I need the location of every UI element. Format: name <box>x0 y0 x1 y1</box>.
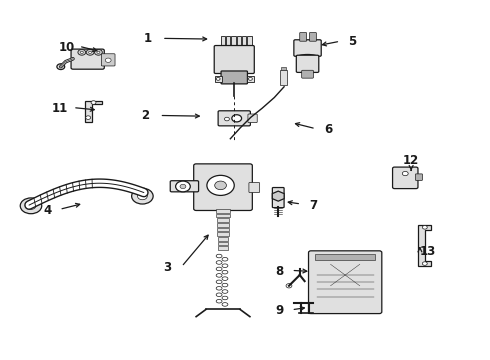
Circle shape <box>95 49 102 55</box>
Bar <box>217 219 229 222</box>
Ellipse shape <box>297 54 318 59</box>
Text: 2: 2 <box>141 109 149 122</box>
Bar <box>218 232 229 236</box>
FancyBboxPatch shape <box>272 188 284 208</box>
Text: 4: 4 <box>43 204 51 217</box>
Bar <box>217 223 229 226</box>
Circle shape <box>57 64 65 69</box>
Bar <box>218 246 228 250</box>
Circle shape <box>248 77 252 80</box>
FancyBboxPatch shape <box>300 33 307 41</box>
FancyBboxPatch shape <box>101 54 115 66</box>
Bar <box>281 67 286 70</box>
Circle shape <box>97 51 100 53</box>
Bar <box>215 76 221 82</box>
Text: 13: 13 <box>420 245 437 258</box>
Circle shape <box>224 117 229 121</box>
Bar <box>217 214 230 217</box>
Circle shape <box>86 49 94 55</box>
FancyBboxPatch shape <box>294 40 321 56</box>
Text: 3: 3 <box>163 261 171 274</box>
Bar <box>226 36 230 47</box>
FancyBboxPatch shape <box>310 33 317 41</box>
FancyBboxPatch shape <box>309 251 382 314</box>
Circle shape <box>402 171 408 176</box>
FancyBboxPatch shape <box>248 114 257 123</box>
FancyBboxPatch shape <box>302 70 314 78</box>
Text: 5: 5 <box>348 35 357 49</box>
Circle shape <box>80 51 83 53</box>
Polygon shape <box>418 225 431 266</box>
Bar <box>280 70 287 85</box>
Circle shape <box>132 188 153 204</box>
Text: 7: 7 <box>309 199 318 212</box>
FancyBboxPatch shape <box>221 71 247 84</box>
Bar <box>247 36 252 47</box>
Bar <box>220 36 225 47</box>
Circle shape <box>78 49 86 55</box>
FancyBboxPatch shape <box>249 183 260 193</box>
Circle shape <box>422 262 427 265</box>
Circle shape <box>207 175 234 195</box>
Circle shape <box>138 193 147 200</box>
Bar <box>315 255 375 260</box>
Bar <box>218 237 228 240</box>
Bar <box>237 36 241 47</box>
FancyBboxPatch shape <box>416 174 422 180</box>
Circle shape <box>91 101 96 104</box>
Circle shape <box>26 202 36 210</box>
Text: 8: 8 <box>275 265 283 278</box>
Circle shape <box>175 181 190 192</box>
FancyBboxPatch shape <box>214 45 254 73</box>
Circle shape <box>215 181 226 190</box>
Bar <box>231 36 236 47</box>
Bar <box>217 228 229 231</box>
Circle shape <box>105 58 111 62</box>
Text: 12: 12 <box>403 154 419 167</box>
Circle shape <box>422 226 427 229</box>
Text: 10: 10 <box>58 41 75 54</box>
Circle shape <box>286 284 292 288</box>
Bar <box>218 242 228 245</box>
Text: 1: 1 <box>143 32 151 45</box>
FancyBboxPatch shape <box>392 167 418 189</box>
Text: 11: 11 <box>51 102 68 115</box>
Polygon shape <box>85 101 102 122</box>
FancyBboxPatch shape <box>194 164 252 211</box>
Text: 6: 6 <box>324 123 332 136</box>
Circle shape <box>232 115 242 122</box>
Circle shape <box>86 116 91 120</box>
FancyBboxPatch shape <box>218 111 250 126</box>
Circle shape <box>20 198 42 214</box>
Bar <box>242 36 246 47</box>
FancyBboxPatch shape <box>71 49 104 69</box>
Circle shape <box>89 51 92 53</box>
Text: 9: 9 <box>275 305 283 318</box>
Circle shape <box>216 77 220 80</box>
FancyBboxPatch shape <box>296 55 319 72</box>
Bar <box>247 76 254 82</box>
FancyBboxPatch shape <box>170 181 198 192</box>
Bar <box>216 209 230 213</box>
Circle shape <box>180 184 186 189</box>
